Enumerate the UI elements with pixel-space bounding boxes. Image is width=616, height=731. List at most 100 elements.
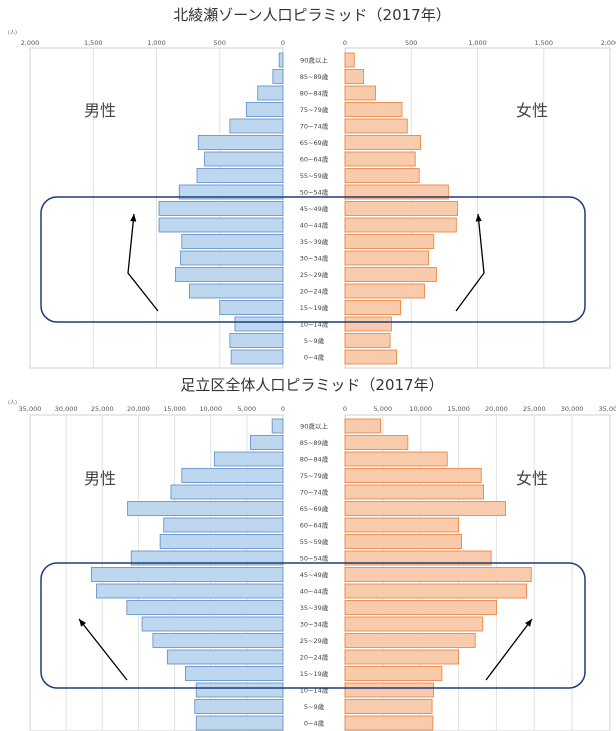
age-group-label: 25~29歳: [300, 636, 329, 645]
male-bar: [178, 184, 284, 200]
tick-label-right: 0: [343, 39, 347, 47]
trend-arrow-right: [455, 213, 485, 312]
male-bar: [159, 534, 284, 549]
tick-label-left: 10,000: [199, 405, 222, 413]
age-group-label: 90歳以上: [300, 56, 328, 65]
tick-label-right: 15,000: [447, 405, 470, 413]
tick-label-right: 500: [405, 39, 417, 47]
male-bar: [170, 484, 284, 500]
age-group-label: 55~59歳: [300, 171, 329, 180]
age-group-label: 35~39歳: [300, 237, 329, 246]
age-group-label: 35~39歳: [300, 603, 329, 612]
age-group-label: 40~44歳: [300, 221, 329, 230]
tick-label-right: 5,000: [374, 405, 393, 413]
male-bar: [141, 616, 284, 632]
age-group-label: 45~49歳: [300, 570, 329, 579]
female-bar: [344, 699, 433, 714]
chart-title: 足立区全体人口ピラミッド（2017年）: [180, 376, 443, 394]
highlight-box: [40, 196, 586, 323]
age-group-label: 45~49歳: [300, 204, 329, 213]
female-bar: [344, 435, 409, 450]
female-bar: [344, 715, 434, 731]
age-group-label: 40~44歳: [300, 587, 329, 596]
unit-label: (人): [8, 30, 17, 36]
male-bar: [91, 567, 284, 582]
female-bar: [344, 534, 462, 549]
tick-label-right: 2,000: [601, 39, 616, 47]
male-bar: [230, 349, 284, 365]
age-group-label: 75~79歳: [300, 105, 329, 114]
female-bar: [344, 418, 381, 434]
tick-label-left: 25,000: [91, 405, 114, 413]
male-bar: [130, 550, 284, 566]
age-group-label: 80~84歳: [300, 455, 329, 464]
highlight-box: [40, 562, 586, 689]
tick-label-right: 1,500: [534, 39, 553, 47]
age-group-label: 70~74歳: [300, 488, 329, 497]
female-bar: [344, 234, 435, 249]
male-bar: [204, 151, 284, 167]
chart-title: 北綾瀬ゾーン人口ピラミッド（2017年）: [173, 6, 450, 24]
female-bar: [344, 649, 459, 665]
male-bar: [195, 682, 284, 698]
male-bar: [195, 715, 284, 731]
female-bar: [344, 250, 429, 266]
female-bar: [344, 69, 364, 84]
male-bar: [185, 666, 284, 681]
female-bar: [344, 682, 434, 698]
female-bar: [344, 600, 497, 615]
tick-label-left: 15,000: [163, 405, 186, 413]
female-label: 女性: [516, 101, 548, 120]
female-bar: [344, 52, 355, 68]
male-bar: [196, 168, 284, 183]
female-bar: [344, 102, 403, 117]
age-group-label: 60~64歳: [300, 521, 329, 530]
trend-arrow-right-head: [525, 619, 532, 627]
age-group-label: 60~64歳: [300, 155, 329, 164]
male-bar: [219, 300, 284, 315]
trend-arrow-right: [485, 618, 533, 681]
tick-label-left: 30,000: [55, 405, 78, 413]
female-bar: [344, 517, 459, 533]
male-bar: [163, 517, 284, 533]
male-bar: [180, 250, 284, 266]
female-bar: [344, 468, 482, 483]
age-group-label: 65~69歳: [300, 138, 329, 147]
male-label: 男性: [84, 469, 116, 488]
female-label: 女性: [516, 469, 548, 488]
female-bar: [344, 316, 392, 332]
tick-label-right: 10,000: [409, 405, 432, 413]
age-group-label: 65~69歳: [300, 504, 329, 513]
female-bar: [344, 633, 476, 648]
tick-label-right: 35,000: [599, 405, 616, 413]
male-bar: [166, 649, 284, 665]
age-group-label: 5~9歳: [304, 336, 325, 345]
female-bar: [344, 550, 492, 566]
female-bar: [344, 201, 459, 216]
age-group-label: 30~34歳: [300, 620, 329, 629]
age-group-label: 10~14歳: [300, 686, 329, 695]
tick-label-right: 30,000: [561, 405, 584, 413]
tick-label-right: 20,000: [485, 405, 508, 413]
age-group-label: 25~29歳: [300, 270, 329, 279]
age-group-label: 10~14歳: [300, 320, 329, 329]
tick-label-left: 5,000: [238, 405, 257, 413]
age-group-label: 85~89歳: [300, 72, 329, 81]
tick-label-left: 35,000: [19, 405, 42, 413]
tick-label-left: 0: [281, 39, 285, 47]
female-bar: [344, 283, 425, 299]
male-bar: [229, 333, 284, 348]
female-bar: [344, 151, 416, 167]
female-bar: [344, 616, 484, 632]
age-group-label: 30~34歳: [300, 254, 329, 263]
male-bar: [245, 102, 284, 117]
age-group-label: 0~4歳: [304, 719, 325, 728]
tick-label-left: 1,000: [147, 39, 166, 47]
female-bar: [344, 484, 484, 500]
age-group-label: 0~4歳: [304, 353, 325, 362]
female-bar: [344, 333, 391, 348]
male-bar: [152, 633, 284, 648]
pyramid-chart-2: 足立区全体人口ピラミッド（2017年）(人)35,000 30,000 25,000…: [8, 376, 616, 731]
age-group-label: 20~24歳: [300, 287, 329, 296]
